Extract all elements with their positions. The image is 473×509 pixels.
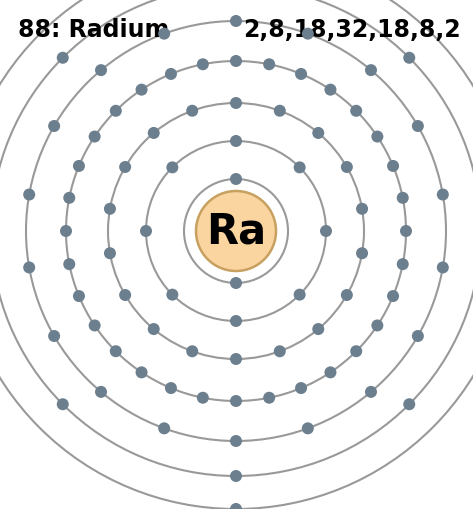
Circle shape: [350, 345, 362, 357]
Circle shape: [148, 323, 160, 335]
Circle shape: [230, 55, 242, 67]
Text: 2,8,18,32,18,8,2: 2,8,18,32,18,8,2: [244, 18, 461, 42]
Circle shape: [197, 392, 209, 404]
Circle shape: [230, 353, 242, 365]
Circle shape: [295, 68, 307, 80]
Text: 88: Radium: 88: Radium: [18, 18, 169, 42]
Circle shape: [57, 398, 69, 410]
Circle shape: [274, 345, 286, 357]
Circle shape: [412, 330, 424, 342]
Circle shape: [356, 203, 368, 215]
Circle shape: [196, 191, 276, 271]
Circle shape: [371, 320, 383, 331]
Circle shape: [230, 277, 242, 289]
Circle shape: [186, 345, 198, 357]
Circle shape: [341, 161, 353, 173]
Circle shape: [387, 160, 399, 172]
Circle shape: [397, 258, 409, 270]
Circle shape: [165, 68, 177, 80]
Circle shape: [412, 120, 424, 132]
Circle shape: [312, 127, 324, 139]
Circle shape: [57, 52, 69, 64]
Circle shape: [365, 386, 377, 398]
Circle shape: [263, 58, 275, 70]
Circle shape: [356, 247, 368, 259]
Circle shape: [230, 135, 242, 147]
Circle shape: [230, 15, 242, 27]
Circle shape: [320, 225, 332, 237]
Circle shape: [140, 225, 152, 237]
Circle shape: [294, 161, 306, 174]
Circle shape: [263, 392, 275, 404]
Circle shape: [312, 323, 324, 335]
Circle shape: [230, 435, 242, 447]
Circle shape: [302, 27, 314, 40]
Circle shape: [397, 192, 409, 204]
Circle shape: [437, 262, 449, 273]
Circle shape: [274, 105, 286, 117]
Circle shape: [230, 395, 242, 407]
Circle shape: [324, 83, 336, 96]
Circle shape: [186, 105, 198, 117]
Circle shape: [104, 203, 116, 215]
Circle shape: [119, 161, 131, 173]
Circle shape: [60, 225, 72, 237]
Circle shape: [403, 52, 415, 64]
Circle shape: [88, 130, 101, 143]
Circle shape: [23, 188, 35, 201]
Circle shape: [400, 225, 412, 237]
Circle shape: [158, 422, 170, 434]
Circle shape: [324, 366, 336, 378]
Circle shape: [88, 320, 101, 331]
Text: Ra: Ra: [206, 210, 266, 252]
Circle shape: [341, 289, 353, 301]
Circle shape: [136, 83, 148, 96]
Circle shape: [23, 262, 35, 273]
Circle shape: [371, 130, 383, 143]
Circle shape: [437, 188, 449, 201]
Circle shape: [230, 97, 242, 109]
Circle shape: [119, 289, 131, 301]
Circle shape: [48, 120, 60, 132]
Circle shape: [63, 258, 75, 270]
Circle shape: [104, 247, 116, 259]
Circle shape: [294, 289, 306, 301]
Circle shape: [166, 289, 178, 301]
Circle shape: [295, 382, 307, 394]
Circle shape: [230, 315, 242, 327]
Circle shape: [110, 345, 122, 357]
Circle shape: [350, 105, 362, 117]
Circle shape: [136, 366, 148, 378]
Circle shape: [63, 192, 75, 204]
Circle shape: [95, 64, 107, 76]
Circle shape: [148, 127, 160, 139]
Circle shape: [73, 160, 85, 172]
Circle shape: [166, 161, 178, 174]
Circle shape: [387, 290, 399, 302]
Circle shape: [230, 503, 242, 509]
Circle shape: [403, 398, 415, 410]
Circle shape: [73, 290, 85, 302]
Circle shape: [230, 173, 242, 185]
Circle shape: [110, 105, 122, 117]
Circle shape: [158, 27, 170, 40]
Circle shape: [197, 58, 209, 70]
Circle shape: [230, 470, 242, 482]
Circle shape: [365, 64, 377, 76]
Circle shape: [302, 422, 314, 434]
Circle shape: [48, 330, 60, 342]
Circle shape: [95, 386, 107, 398]
Circle shape: [165, 382, 177, 394]
